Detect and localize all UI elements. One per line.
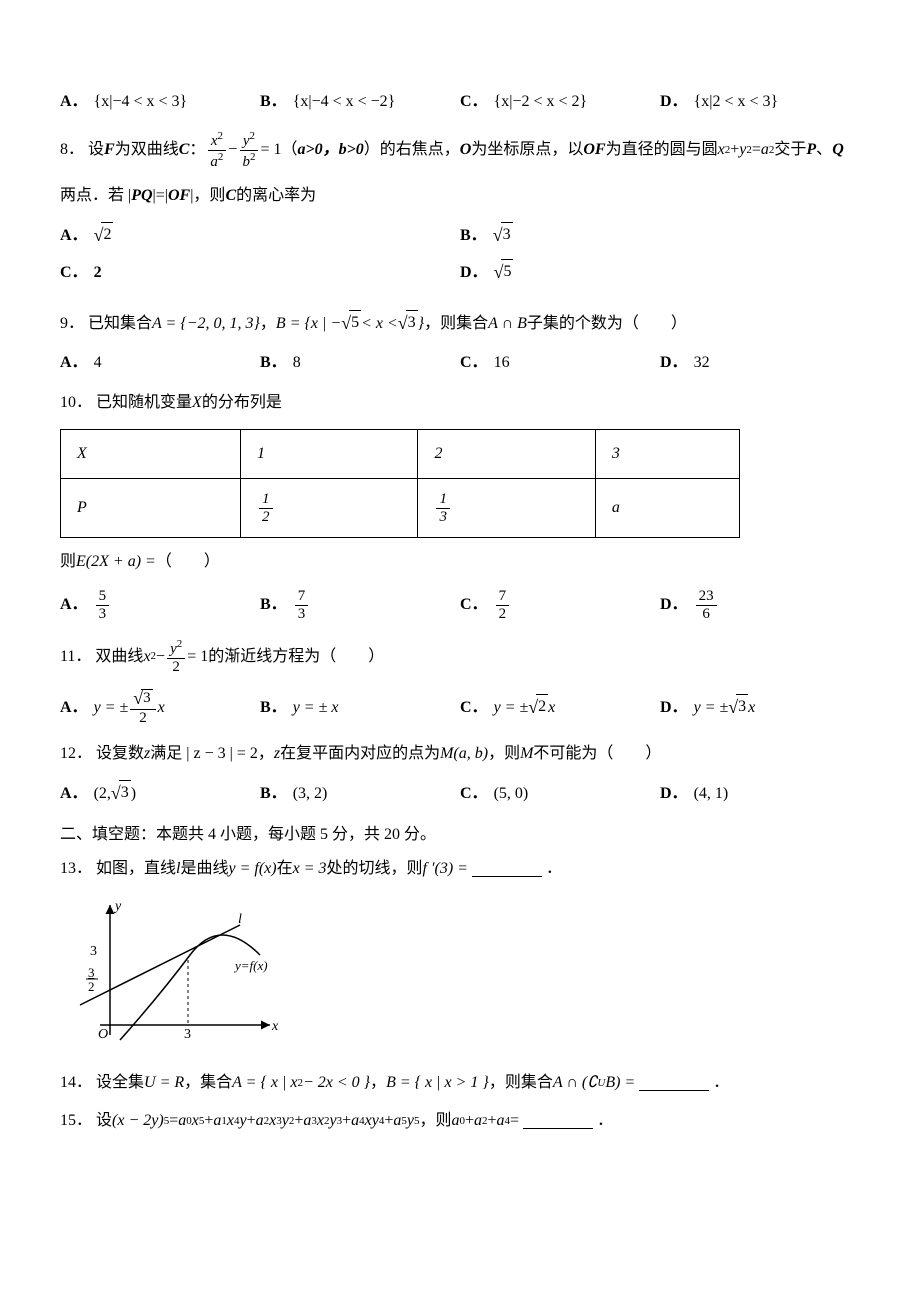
- q12-option-d: D．(4, 1): [660, 780, 860, 807]
- y-tick-frac-num: 3: [88, 965, 95, 980]
- q12-option-c: C．(5, 0): [460, 780, 660, 807]
- fraction: y2 b2: [239, 130, 258, 170]
- table-cell: 1: [241, 430, 418, 479]
- sqrt-icon: √3: [493, 222, 513, 249]
- table-cell: 2: [418, 430, 595, 479]
- q12-option-a: A．(2, √3): [60, 780, 260, 807]
- section-2-heading: 二、填空题：本题共 4 小题，每小题 5 分，共 20 分。: [60, 823, 860, 847]
- q9-option-d: D．32: [660, 351, 860, 375]
- table-cell: 12: [241, 479, 418, 538]
- q9-option-c: C．16: [460, 351, 660, 375]
- q10-stem: 10． 已知随机变量 X 的分布列是: [60, 391, 860, 415]
- q10-option-a: A．53: [60, 588, 260, 622]
- q12-stem: 12． 设复数 z 满足 | z − 3 | = 2， z 在复平面内对应的点为…: [60, 742, 860, 766]
- fraction: y2 2: [167, 638, 185, 675]
- q12: 12． 设复数 z 满足 | z − 3 | = 2， z 在复平面内对应的点为…: [60, 742, 860, 807]
- q11-options: A． y = ± √32 x B．y = ± x C．y = ±√2 x D．y…: [60, 689, 860, 726]
- sqrt-icon: √5: [341, 310, 361, 337]
- line-l-label: l: [238, 912, 242, 927]
- table-row: P 12 13 a: [61, 479, 740, 538]
- q10-option-c: C．72: [460, 588, 660, 622]
- q10-option-b: B．73: [260, 588, 460, 622]
- table-cell: X: [61, 430, 241, 479]
- q7-option-a: A． {x|−4 < x < 3}: [60, 90, 260, 114]
- q8-option-b: B． √3: [460, 222, 860, 249]
- q14: 14． 设全集 U = R ，集合 A = { x | x2 − 2x < 0 …: [60, 1071, 860, 1095]
- q11-option-d: D．y = ±√3 x: [660, 689, 860, 726]
- q7-options: A． {x|−4 < x < 3} B． {x|−4 < x < −2} C． …: [60, 90, 860, 114]
- y-axis-label: y: [113, 899, 122, 914]
- q13-graph: y x l y=f(x) O 3 3 3 2: [60, 895, 860, 1053]
- y-tick-3: 3: [90, 944, 97, 959]
- q9: 9． 已知集合 A = {−2, 0, 1, 3} ， B = {x | − √…: [60, 310, 860, 375]
- set-notation: {x|−4 < x < −2}: [293, 90, 396, 114]
- q9-options: A．4 B．8 C．16 D．32: [60, 351, 860, 375]
- table-cell: 3: [595, 430, 739, 479]
- q9-option-a: A．4: [60, 351, 260, 375]
- q10-options: A．53 B．73 C．72 D．236: [60, 588, 860, 622]
- sqrt-icon: √2: [94, 222, 114, 249]
- opt-label: C．: [460, 90, 488, 114]
- set-notation: {x|−2 < x < 2}: [494, 90, 588, 114]
- curve-label: y=f(x): [233, 958, 268, 973]
- q11-option-b: B．y = ± x: [260, 689, 460, 726]
- origin-label: O: [98, 1027, 108, 1042]
- distribution-table: X 1 2 3 P 12 13 a: [60, 429, 740, 538]
- fraction: x2 a2: [207, 130, 226, 170]
- table-cell: P: [61, 479, 241, 538]
- q15: 15． 设 (x − 2y)5 = a0x5 + a1x4y + a2x3y2 …: [60, 1109, 860, 1133]
- q7-option-b: B． {x|−4 < x < −2}: [260, 90, 460, 114]
- q13-stem: 13． 如图，直线 l 是曲线 y = f(x) 在 x = 3 处的切线，则 …: [60, 857, 860, 881]
- opt-label: D．: [660, 90, 688, 114]
- q10: 10． 已知随机变量 X 的分布列是 X 1 2 3 P 12 13 a 则 E…: [60, 391, 860, 622]
- q8-options: A． √2 B． √3 C． 2 D． √5: [60, 222, 860, 296]
- q12-options: A．(2, √3) B．(3, 2) C．(5, 0) D．(4, 1): [60, 780, 860, 807]
- q8-option-a: A． √2: [60, 222, 460, 249]
- fill-blank[interactable]: [639, 1075, 709, 1091]
- set-notation: {x|−4 < x < 3}: [94, 90, 188, 114]
- q8-option-c: C． 2: [60, 259, 460, 286]
- x-tick-3: 3: [184, 1027, 191, 1042]
- fill-blank[interactable]: [472, 861, 542, 877]
- q-num: 8．: [60, 138, 84, 162]
- opt-label: B．: [260, 90, 287, 114]
- y-tick-frac-den: 2: [88, 979, 95, 994]
- q11-stem: 11． 双曲线 x2 − y2 2 = 1 的渐近线方程为（ ）: [60, 638, 860, 675]
- q11-option-a: A． y = ± √32 x: [60, 689, 260, 726]
- opt-label: A．: [60, 90, 88, 114]
- q8: 8． 设 F 为双曲线 C ： x2 a2 − y2 b2 = 1 （ a>0，…: [60, 130, 860, 296]
- q7-option-d: D． {x|2 < x < 3}: [660, 90, 860, 114]
- q9-option-b: B．8: [260, 351, 460, 375]
- sqrt-icon: √5: [494, 259, 514, 286]
- x-axis-label: x: [271, 1019, 279, 1034]
- q11: 11． 双曲线 x2 − y2 2 = 1 的渐近线方程为（ ） A． y = …: [60, 638, 860, 726]
- table-cell: a: [595, 479, 739, 538]
- q7-option-c: C． {x|−2 < x < 2}: [460, 90, 660, 114]
- q11-option-c: C．y = ±√2 x: [460, 689, 660, 726]
- q8-option-d: D． √5: [460, 259, 860, 286]
- q12-option-b: B．(3, 2): [260, 780, 460, 807]
- sqrt-icon: √3: [398, 310, 418, 337]
- q10-option-d: D．236: [660, 588, 860, 622]
- q10-ask: 则 E(2X + a) = （ ）: [60, 550, 860, 574]
- table-cell: 13: [418, 479, 595, 538]
- q13: 13． 如图，直线 l 是曲线 y = f(x) 在 x = 3 处的切线，则 …: [60, 857, 860, 1053]
- set-notation: {x|2 < x < 3}: [694, 90, 779, 114]
- q9-stem: 9． 已知集合 A = {−2, 0, 1, 3} ， B = {x | − √…: [60, 310, 860, 337]
- fill-blank[interactable]: [523, 1113, 593, 1129]
- q8-stem-line2: 两点．若 | PQ |=| OF |，则 C 的离心率为: [60, 184, 860, 208]
- table-row: X 1 2 3: [61, 430, 740, 479]
- q8-stem: 8． 设 F 为双曲线 C ： x2 a2 − y2 b2 = 1 （ a>0，…: [60, 130, 860, 170]
